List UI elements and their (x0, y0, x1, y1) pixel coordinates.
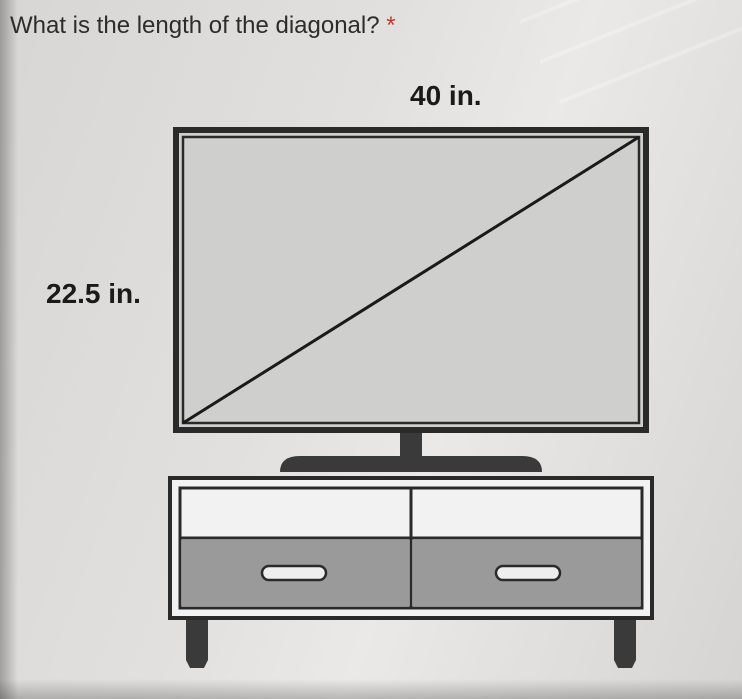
leg-right-foot (614, 660, 636, 668)
leg-left (186, 620, 208, 660)
leg-right (614, 620, 636, 660)
stand-base (280, 456, 542, 472)
tv-figure (0, 0, 742, 699)
stand-neck (400, 433, 422, 457)
leg-left-foot (186, 660, 208, 668)
handle-right (496, 566, 560, 580)
handle-left (262, 566, 326, 580)
